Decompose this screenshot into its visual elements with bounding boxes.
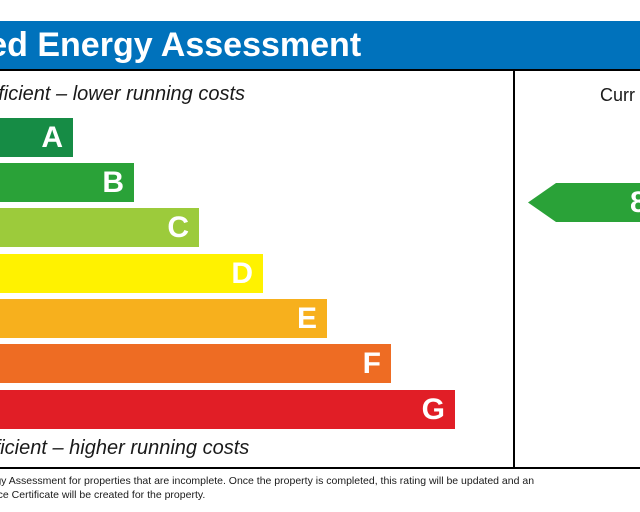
footnote-line-1: ergy Assessment for properties that are …: [0, 475, 535, 487]
band-d-letter: D: [231, 257, 253, 290]
band-e: E: [0, 299, 327, 338]
efficiency-caption-bottom: efficient – higher running costs: [0, 437, 250, 459]
band-d: D: [0, 254, 263, 293]
current-rating-arrow: 8: [528, 183, 640, 222]
band-c: C: [0, 208, 199, 247]
efficiency-caption-top: y efficient – lower running costs: [0, 83, 246, 105]
title-bar: cted Energy Assessment: [0, 21, 640, 69]
title-divider: [0, 69, 640, 71]
footnote-line-2: ance Certificate will be created for the…: [0, 489, 206, 501]
band-f: F: [0, 344, 391, 383]
column-divider: [513, 69, 515, 469]
band-e-letter: E: [296, 302, 317, 335]
band-c-letter: C: [167, 211, 189, 244]
band-b: B: [0, 163, 134, 202]
band-g-letter: G: [421, 393, 445, 426]
current-rating-value: 8: [630, 186, 640, 219]
band-a-letter: A: [41, 121, 63, 154]
page-title: cted Energy Assessment: [0, 26, 362, 64]
band-b-letter: B: [102, 166, 124, 199]
current-column-header: Curr: [600, 85, 635, 105]
band-f-letter: F: [362, 347, 381, 380]
footer-divider: [0, 467, 640, 469]
footnote: ergy Assessment for properties that are …: [0, 474, 640, 502]
band-g: G: [0, 390, 455, 429]
band-a: A: [0, 118, 73, 157]
